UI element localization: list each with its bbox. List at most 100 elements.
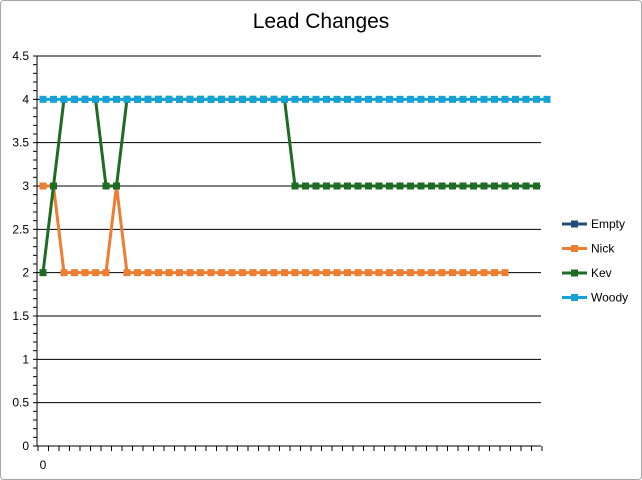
data-point [438, 269, 446, 277]
data-point [386, 182, 393, 190]
data-point [449, 269, 456, 277]
data-point [344, 182, 351, 190]
data-point [228, 269, 236, 277]
data-point [144, 269, 152, 277]
data-point [491, 95, 498, 103]
data-point [312, 95, 320, 103]
data-point [365, 95, 372, 103]
series-lines [39, 95, 551, 277]
data-point [438, 182, 446, 190]
x-tick-label: 0 [40, 458, 47, 472]
data-point [239, 95, 246, 103]
data-point [417, 182, 425, 190]
data-point [92, 95, 99, 103]
y-tick-label: 2.5 [12, 222, 29, 236]
data-point [71, 95, 78, 103]
legend-label: Nick [591, 242, 615, 256]
data-point [102, 182, 110, 190]
series-nick [39, 182, 509, 277]
y-tick-label: 2 [22, 266, 29, 280]
legend-label: Empty [591, 217, 625, 231]
data-point [281, 95, 288, 103]
data-point [375, 182, 383, 190]
data-point [396, 95, 404, 103]
legend-marker [571, 220, 578, 228]
data-point [218, 95, 225, 103]
data-point [260, 95, 267, 103]
data-point [470, 269, 477, 277]
data-point [333, 95, 341, 103]
data-point [512, 182, 519, 190]
data-point [102, 269, 110, 277]
data-point [123, 95, 131, 103]
data-point [438, 95, 446, 103]
data-point [60, 95, 68, 103]
legend-item-woody: Woody [562, 291, 628, 305]
data-point [354, 269, 362, 277]
data-point [312, 182, 320, 190]
data-point [407, 182, 414, 190]
data-point [470, 95, 477, 103]
legend-label: Woody [591, 291, 628, 305]
chart-title: Lead Changes [252, 10, 390, 33]
data-point [197, 95, 204, 103]
data-point [470, 182, 477, 190]
y-tick-label: 1 [22, 352, 29, 366]
data-point [218, 269, 225, 277]
data-point [323, 269, 330, 277]
data-point [71, 269, 78, 277]
data-point [123, 269, 131, 277]
data-point [302, 95, 309, 103]
data-point [386, 269, 393, 277]
data-point [407, 269, 414, 277]
data-point [480, 95, 488, 103]
data-point [165, 269, 173, 277]
data-point [81, 269, 89, 277]
data-point [522, 95, 530, 103]
data-point [186, 95, 194, 103]
data-point [207, 269, 215, 277]
legend-item-empty: Empty [562, 217, 625, 231]
data-point [228, 95, 236, 103]
data-point [291, 269, 299, 277]
data-point [60, 269, 68, 277]
data-point [333, 182, 341, 190]
legend: Empty Nick Kev Woody [562, 217, 628, 305]
axes: 0 0.5 1 1.5 2 2.5 3 3.5 4 4.5 0 [12, 49, 543, 472]
data-point [113, 95, 120, 103]
data-point [281, 269, 288, 277]
data-point [449, 182, 456, 190]
data-point [291, 182, 299, 190]
y-tick-label: 4.5 [12, 49, 29, 63]
data-point [176, 95, 183, 103]
data-point [459, 269, 467, 277]
data-point [323, 182, 330, 190]
data-point [428, 269, 435, 277]
data-point [365, 182, 372, 190]
data-point [249, 95, 257, 103]
data-point [323, 95, 330, 103]
data-point [354, 182, 362, 190]
data-point [365, 269, 372, 277]
y-tick-label: 0 [22, 439, 29, 453]
y-tick-label: 3.5 [12, 136, 29, 150]
legend-label: Kev [591, 266, 612, 280]
data-point [480, 269, 488, 277]
data-point [176, 269, 183, 277]
series-woody [39, 95, 551, 103]
data-point [396, 182, 404, 190]
data-point [207, 95, 215, 103]
data-point [134, 95, 141, 103]
data-point [375, 95, 383, 103]
data-point [428, 182, 435, 190]
y-tick-label: 0.5 [12, 396, 29, 410]
data-point [155, 95, 162, 103]
data-point [260, 269, 267, 277]
data-point [39, 182, 47, 190]
y-tick-label: 1.5 [12, 309, 29, 323]
data-point [333, 269, 341, 277]
data-point [249, 269, 257, 277]
data-point [39, 95, 47, 103]
